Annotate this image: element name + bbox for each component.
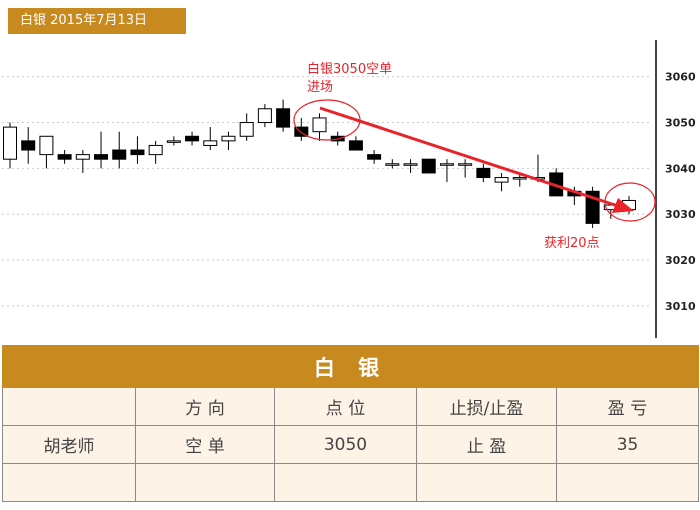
header-cell-direction: 方 向 [135,387,275,426]
table-title: 白 银 [1,345,700,388]
trend-arrow [319,106,619,208]
candle-body-up [439,163,454,166]
cell-direction: 空 单 [135,425,275,464]
candle-body-up [458,163,473,166]
candle-body-down [94,154,109,160]
candle [148,140,163,164]
candle-body-down [130,149,145,156]
cell-empty [274,463,417,502]
candle-body-up [166,140,181,143]
y-tick-label: 3010 [665,300,696,313]
y-ticks: 3060 3050 3040 3030 3020 3010 [665,71,696,313]
cell-pnl: 35 [555,425,700,464]
candle [458,159,473,178]
candle [276,99,291,132]
candle [585,186,600,228]
candle [294,117,309,141]
candle-body-down [294,126,309,137]
candle [166,136,181,146]
candle [203,127,218,151]
candle-body-down [367,154,382,160]
candle [94,131,109,169]
candle-body-up [385,163,400,166]
candle [130,136,145,164]
candle-body-up [239,122,254,137]
candle-body-up [494,177,509,183]
candle [75,150,90,173]
table-header-row: 方 向 点 位 止损/止盈 盈 亏 [2,387,700,426]
cell-price: 3050 [274,425,417,464]
cell-stop: 止 盈 [416,425,557,464]
candle-body-up [3,126,17,160]
candle [3,122,17,169]
candle [439,159,454,183]
candle [239,113,254,141]
header-cell-name [2,387,136,426]
candle [476,163,491,183]
candle [312,113,327,141]
cell-empty [135,463,275,502]
candle-body-up [75,154,90,160]
candle [348,136,363,151]
entry-annotation-line2: 进场 [307,80,333,95]
candle [403,159,418,173]
candle-body-up [39,135,54,156]
candle-body-up [221,135,236,142]
candle [367,150,382,164]
cell-empty [555,463,700,502]
candle [185,131,200,146]
candle-body-down [421,158,436,174]
header-cell-pnl: 盈 亏 [555,387,700,426]
candle [112,131,127,169]
candle-body-down [348,140,363,151]
chart-title-tag: 白银 2015年7月13日 [8,8,186,34]
candle [421,158,436,174]
candle [385,159,400,169]
candle-body-up [148,144,163,156]
candle [21,127,36,164]
y-tick-label: 3050 [665,117,696,130]
header-cell-price: 点 位 [274,387,417,426]
header-cell-stop: 止损/止盈 [416,387,557,426]
candle-body-down [276,108,291,128]
y-tick-label: 3060 [665,71,696,84]
trend-arrowhead [612,198,634,213]
candle-body-up [512,177,527,180]
y-tick-label: 3030 [665,208,696,221]
table-row: 胡老师 空 单 3050 止 盈 35 [2,425,700,464]
table-row [2,463,700,502]
cell-empty [2,463,136,502]
entry-annotation-line1: 白银3050空单 [307,61,392,77]
candle-body-down [57,154,72,160]
candlestick-chart: 3060 3050 3040 3030 3020 3010 白银3050空单 进场 获利2… [2,40,696,338]
candle-body-up [312,117,327,133]
candle-body-down [21,140,36,151]
y-tick-label: 3040 [665,162,696,175]
cell-empty [416,463,557,502]
candle [494,172,509,192]
candle-body-down [476,167,491,179]
candles [3,99,636,228]
candle [549,168,564,197]
profit-annotation: 获利20点 [544,236,600,251]
table-title-row: 白 银 [1,345,700,388]
grid [2,76,650,307]
y-tick-label: 3020 [665,254,696,267]
candle-body-up [203,140,218,146]
candle-body-up [403,163,418,166]
candle-body-up [257,108,272,124]
candle [39,135,54,169]
candle-body-down [112,149,127,160]
chart-area: 3060 3050 3040 3030 3020 3010 白银3050空单 进场 获利2… [2,8,696,338]
entry-circle [293,99,361,141]
candle [57,150,72,164]
trade-table: 白 银 方 向 点 位 止损/止盈 盈 亏 胡老师 空 单 3050 止 盈 3… [1,345,700,508]
candle [257,104,272,128]
candle [221,131,236,151]
candle-body-down [185,135,200,142]
cell-name: 胡老师 [2,425,136,464]
